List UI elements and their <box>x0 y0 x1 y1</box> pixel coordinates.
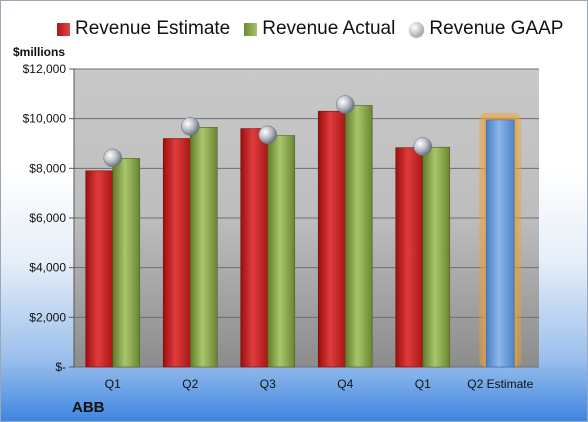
legend-swatch-estimate <box>57 22 70 36</box>
y-tick-label: $12,000 <box>23 62 67 76</box>
legend: Revenue Estimate Revenue Actual Revenue … <box>57 17 563 41</box>
plot-area: $- $2,000 $4,000 $6,000 $8,000 $10,000 $12,000… <box>23 62 539 391</box>
company-label: ABB <box>72 399 105 416</box>
legend-label-estimate: Revenue Estimate <box>75 18 231 39</box>
y-tick-label: $4,000 <box>29 261 66 275</box>
legend-swatch-gaap <box>409 21 425 37</box>
marker-gaap <box>181 117 200 136</box>
y-tick-label: $10,000 <box>23 112 67 126</box>
bar-forecast <box>485 119 515 368</box>
bar-estimate <box>317 110 346 368</box>
legend-item-actual: Revenue Actual <box>244 18 395 40</box>
x-tick-label: Q2 <box>182 377 198 391</box>
legend-swatch-actual <box>244 22 258 36</box>
y-tick-label: $6,000 <box>29 211 66 225</box>
legend-label-actual: Revenue Actual <box>262 18 396 39</box>
marker-gaap <box>413 137 432 156</box>
x-tick-label: Q4 <box>337 377 353 391</box>
bar-actual <box>344 105 373 368</box>
y-tick-label: $2,000 <box>29 310 66 324</box>
bar-estimate <box>395 147 424 368</box>
bar-estimate <box>162 138 191 368</box>
bar-actual <box>189 127 218 368</box>
marker-gaap <box>258 125 277 145</box>
bar-estimate <box>240 128 269 368</box>
x-tick-label: Q1 <box>415 377 431 391</box>
x-tick-label: Q3 <box>260 377 276 391</box>
x-tick-label: Q1 <box>105 377 121 391</box>
marker-gaap <box>336 95 355 114</box>
bar-actual <box>422 146 451 368</box>
y-tick-label: $8,000 <box>29 161 66 175</box>
bar-actual <box>112 158 141 368</box>
y-axis-unit-label: $millions <box>13 45 66 59</box>
bar-actual <box>267 135 296 368</box>
legend-item-gaap: Revenue GAAP <box>409 18 563 40</box>
legend-item-estimate: Revenue Estimate <box>57 18 230 40</box>
bar-estimate <box>85 170 114 368</box>
y-tick-label: $- <box>55 360 66 374</box>
marker-gaap <box>103 148 122 168</box>
x-tick-label: Q2 Estimate <box>467 377 533 391</box>
legend-label-gaap: Revenue GAAP <box>429 18 564 39</box>
